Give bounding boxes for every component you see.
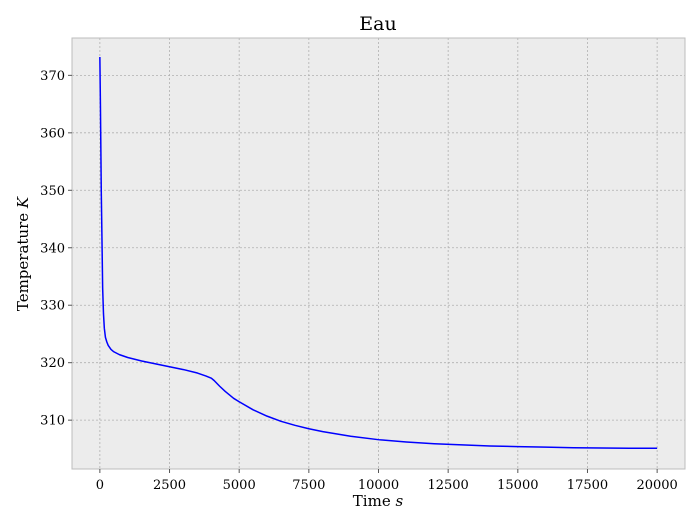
x-tick-label: 7500 <box>292 478 325 493</box>
x-tick-label: 10000 <box>358 478 399 493</box>
y-axis-unit: K <box>14 196 32 209</box>
x-tick-label: 5000 <box>223 478 256 493</box>
series-layer <box>99 56 658 450</box>
y-tick-label: 330 <box>40 299 65 314</box>
y-tick-label: 310 <box>40 414 65 429</box>
x-axis-label: Time s <box>353 492 404 510</box>
x-axis-label-text: Time <box>353 492 391 510</box>
x-axis-unit: s <box>395 492 403 510</box>
x-tick-label: 20000 <box>636 478 677 493</box>
plot-area <box>72 38 685 469</box>
y-tick-label: 340 <box>40 241 65 256</box>
y-tick-label: 360 <box>40 126 65 141</box>
y-axis-label-text: Temperature <box>14 213 32 311</box>
y-tick-label: 350 <box>40 184 65 199</box>
x-tick-label: 17500 <box>567 478 608 493</box>
x-tick-label: 2500 <box>153 478 186 493</box>
x-tick-label: 0 <box>96 478 104 493</box>
y-tick-label: 320 <box>40 356 65 371</box>
chart-title: Eau <box>359 13 396 35</box>
x-tick-label: 12500 <box>427 478 468 493</box>
tick-layer: 0 2500 5000 7500 10000 12500 15000 17500 20000 31… <box>40 69 678 493</box>
x-tick-label: 15000 <box>497 478 538 493</box>
y-axis-label: Temperature K <box>14 196 32 311</box>
series-line <box>99 56 658 450</box>
y-tick-label: 370 <box>40 69 65 84</box>
